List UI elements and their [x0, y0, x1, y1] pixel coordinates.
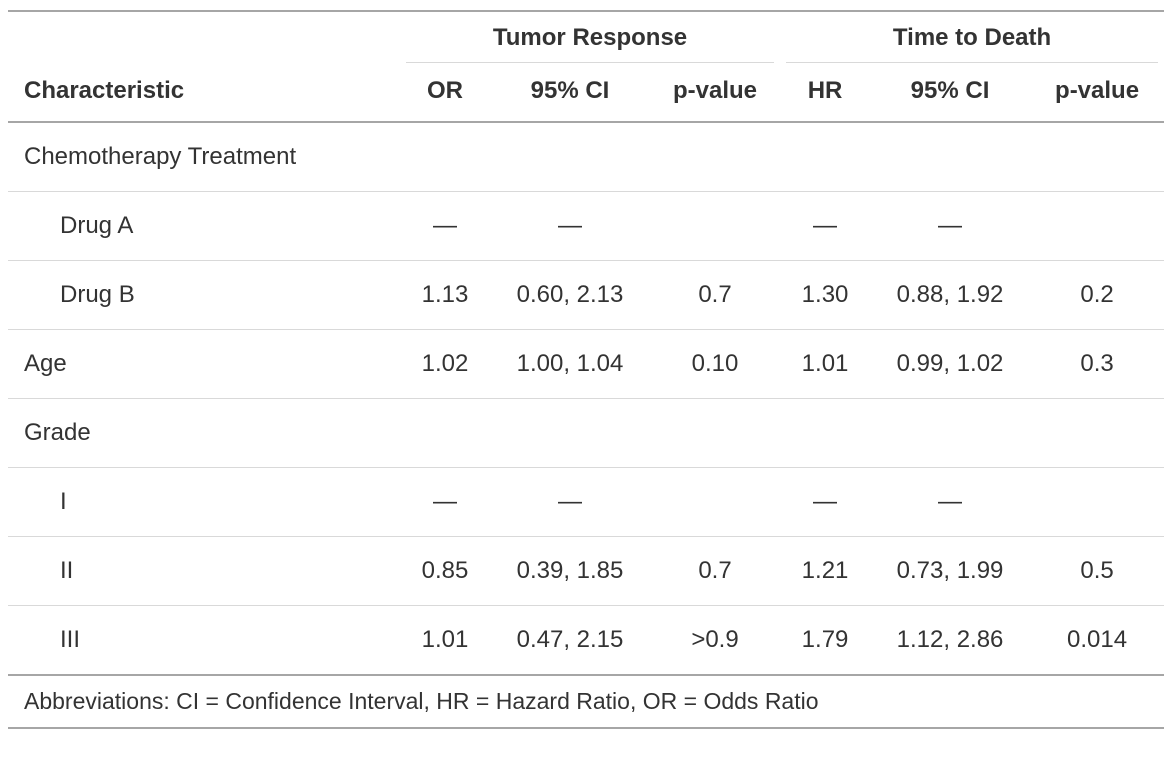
- data-cell: >0.9: [691, 626, 739, 653]
- data-cell: 1.01: [421, 626, 469, 653]
- table-row-grade-iii: III 1.01 0.47, 2.15 >0.9 1.79 1.12, 2.86…: [8, 606, 1164, 676]
- row-label: Chemotherapy Treatment: [8, 122, 400, 192]
- data-cell: [870, 398, 1031, 468]
- data-cell: 1.01: [780, 329, 871, 399]
- data-cell: 0.5: [1030, 536, 1165, 606]
- data-cell: 1.02: [400, 329, 490, 399]
- data-cell: —: [870, 191, 1031, 261]
- data-cell: [1030, 191, 1165, 261]
- table-row-grade: Grade: [8, 398, 1165, 468]
- data-cell: [650, 467, 781, 537]
- data-cell: 1.13: [400, 260, 490, 330]
- data-cell: 1.00, 1.04: [490, 329, 650, 399]
- spanner-tumor-response-label: Tumor Response: [406, 22, 775, 63]
- data-cell: [400, 398, 490, 468]
- spanner-tumor-response: Tumor Response: [400, 10, 781, 63]
- data-cell: —: [870, 467, 1031, 537]
- data-cell: [1030, 467, 1165, 537]
- data-cell: [650, 191, 781, 261]
- data-cell: [1030, 122, 1165, 192]
- data-cell: —: [780, 467, 871, 537]
- data-cell: 0.60, 2.13: [490, 260, 650, 330]
- data-cell: 1.30: [780, 260, 871, 330]
- data-cell: —: [780, 191, 871, 261]
- data-cell: [490, 398, 650, 468]
- row-label: II: [8, 536, 400, 606]
- row-label: I: [8, 467, 400, 537]
- data-cell: [650, 122, 781, 192]
- data-cell: 0.88, 1.92: [870, 260, 1031, 330]
- data-cell: —: [400, 191, 490, 261]
- data-cell: 1.79: [801, 626, 849, 653]
- data-cell: 0.2: [1030, 260, 1165, 330]
- data-cell: 1.21: [780, 536, 871, 606]
- table-row-drug-b: Drug B 1.13 0.60, 2.13 0.7 1.30 0.88, 1.…: [8, 260, 1165, 330]
- data-cell: 0.39, 1.85: [490, 536, 650, 606]
- data-cell: [780, 398, 871, 468]
- row-label: III: [60, 626, 81, 653]
- data-cell: [400, 122, 490, 192]
- data-cell: [650, 398, 781, 468]
- footnote-row: Abbreviations: CI = Confidence Interval,…: [8, 674, 1165, 729]
- data-cell: —: [490, 467, 650, 537]
- data-cell: 0.73, 1.99: [870, 536, 1031, 606]
- data-cell: 0.10: [650, 329, 781, 399]
- spanner-time-to-death-label: Time to Death: [786, 22, 1159, 63]
- data-cell: —: [400, 467, 490, 537]
- data-cell: [490, 122, 650, 192]
- regression-summary-table: Tumor Response Time to Death Characteris…: [8, 10, 1165, 729]
- data-cell: 0.85: [400, 536, 490, 606]
- row-label: Drug A: [8, 191, 400, 261]
- data-cell: 0.7: [650, 260, 781, 330]
- header-pvalue-death: p-value: [1030, 63, 1165, 123]
- spanner-time-to-death: Time to Death: [780, 10, 1165, 63]
- data-cell: 0.3: [1030, 329, 1165, 399]
- header-ci-death: 95% CI: [870, 63, 1031, 123]
- data-cell: [1030, 398, 1165, 468]
- table-row-grade-i: I — — — —: [8, 467, 1165, 537]
- data-cell: 0.014: [1067, 626, 1128, 653]
- header-characteristic: Characteristic: [8, 63, 400, 123]
- row-label: Drug B: [8, 260, 400, 330]
- data-cell: 0.7: [650, 536, 781, 606]
- spanner-row: Tumor Response Time to Death: [8, 10, 1165, 63]
- row-label: Age: [8, 329, 400, 399]
- table-row-chemotherapy-treatment: Chemotherapy Treatment: [8, 122, 1165, 192]
- data-cell: 1.12, 2.86: [896, 626, 1004, 653]
- data-cell: —: [490, 191, 650, 261]
- data-cell: [780, 122, 871, 192]
- header-or: OR: [400, 63, 490, 123]
- data-cell: 0.99, 1.02: [870, 329, 1031, 399]
- header-hr: HR: [780, 63, 871, 123]
- header-ci-tumor: 95% CI: [490, 63, 650, 123]
- table-row-grade-ii: II 0.85 0.39, 1.85 0.7 1.21 0.73, 1.99 0…: [8, 536, 1165, 606]
- data-cell: [870, 122, 1031, 192]
- table-row-drug-a: Drug A — — — —: [8, 191, 1165, 261]
- data-cell: 0.47, 2.15: [516, 626, 624, 653]
- spanner-empty-cell: [8, 10, 400, 63]
- column-header-row: Characteristic OR 95% CI p-value HR 95% …: [8, 63, 1165, 123]
- header-pvalue-tumor: p-value: [650, 63, 781, 123]
- row-label: Grade: [8, 398, 400, 468]
- abbreviations-footnote: Abbreviations: CI = Confidence Interval,…: [8, 674, 1165, 729]
- table-row-age: Age 1.02 1.00, 1.04 0.10 1.01 0.99, 1.02…: [8, 329, 1165, 399]
